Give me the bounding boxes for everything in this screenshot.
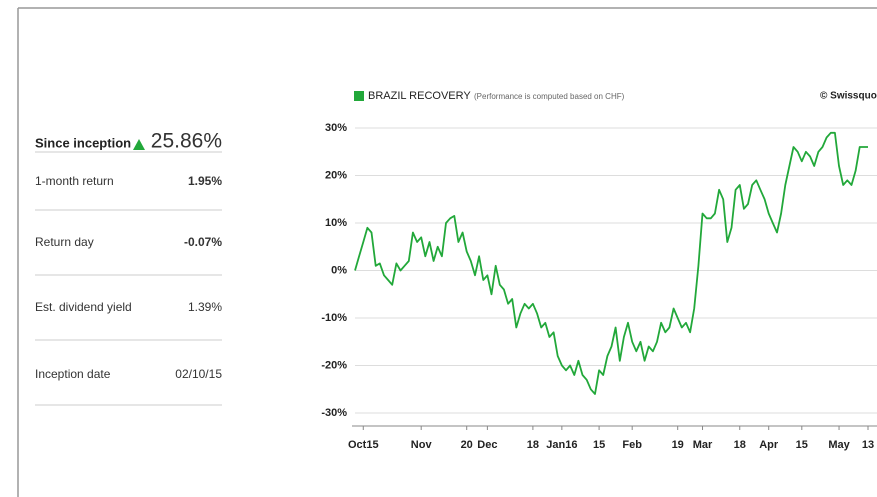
x-tick-label: Feb: [622, 439, 642, 451]
stat-label: Est. dividend yield: [35, 300, 132, 314]
stat-value: 1.39%: [188, 300, 222, 314]
x-tick-label: Dec: [477, 439, 497, 451]
x-tick-label: Nov: [411, 439, 433, 451]
stat-label: 1-month return: [35, 174, 114, 188]
x-tick-label: May: [828, 439, 850, 451]
x-tick-label: 18: [734, 439, 746, 451]
x-tick-label: 19: [672, 439, 684, 451]
x-tick-label: 13: [862, 439, 874, 451]
credit: © Swissquote: [820, 91, 877, 102]
y-tick-label: 30%: [325, 122, 347, 134]
plot: -30% -20% -10% 0% 10% 20% 30% Oct15 Nov 20 Dec 18 Ja…: [321, 122, 877, 451]
summary-value: 25.86%: [151, 130, 222, 153]
y-tick-label: -20%: [321, 359, 347, 371]
x-tick-label: 18: [527, 439, 539, 451]
x-tick-label: Jan16: [546, 439, 577, 451]
y-tick-label: -30%: [321, 407, 347, 419]
y-tick-label: 20%: [325, 169, 347, 181]
stat-label: Return day: [35, 235, 94, 249]
x-tick-label: 15: [593, 439, 605, 451]
x-tick-label: 15: [796, 439, 808, 451]
stat-label: Inception date: [35, 367, 111, 381]
line-series: [354, 131, 868, 395]
stat-value: 1.95%: [188, 174, 222, 188]
x-tick-label: Oct15: [348, 439, 379, 451]
subtitle: (Performance is computed based on CHF): [474, 92, 625, 101]
x-tick-label: Mar: [693, 439, 713, 451]
summary-label: Since inception: [35, 135, 131, 150]
stats: 1-month return 1.95% Return day -0.07% Est. …: [35, 151, 222, 406]
y-tick-label: -10%: [321, 312, 347, 324]
y-tick-label: 10%: [325, 217, 347, 229]
stat-value: 02/10/15: [175, 367, 222, 381]
x-tick-label: Apr: [759, 439, 779, 451]
legend-label: BRAZIL RECOVERY: [368, 90, 471, 102]
x-tick-label: 20: [461, 439, 473, 451]
up-arrow: [133, 139, 145, 150]
stat-value: -0.07%: [184, 235, 222, 249]
y-tick-label: 0%: [331, 264, 347, 276]
legend-swatch: [354, 91, 364, 101]
